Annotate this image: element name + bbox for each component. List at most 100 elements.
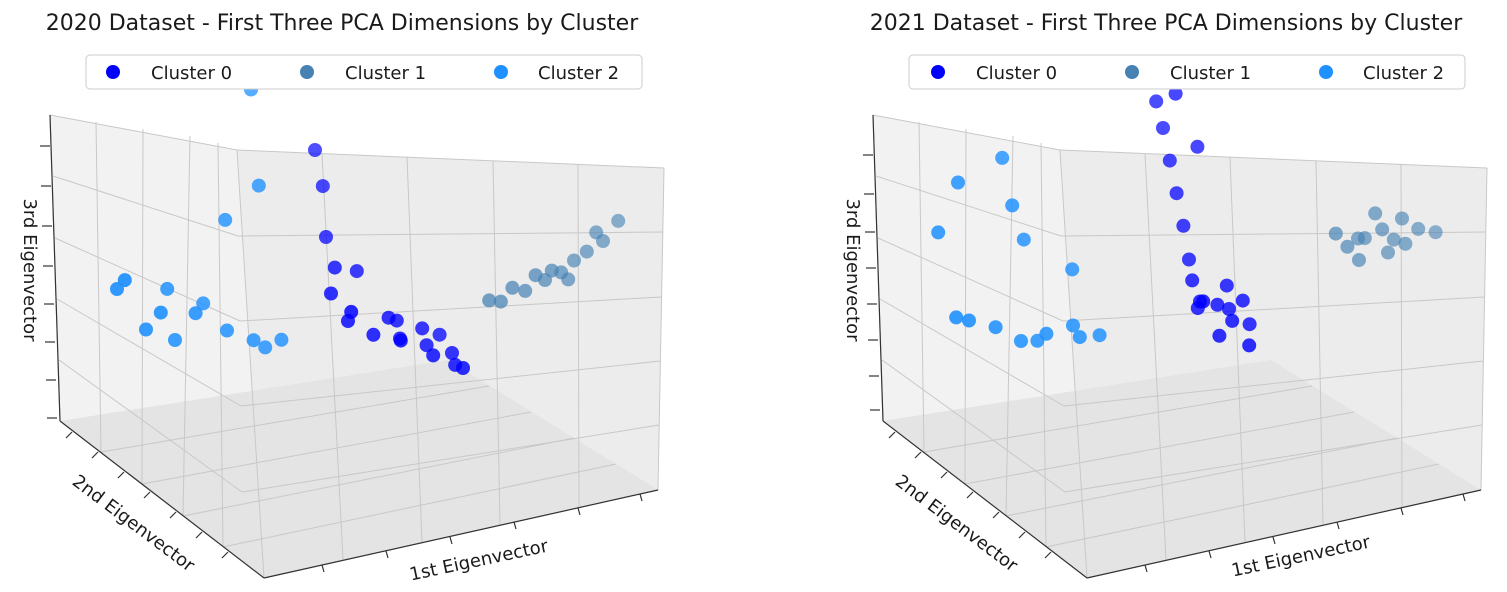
data-point-cluster-0 (1168, 86, 1183, 101)
chart-panel-2021: 2021 Dataset - First Three PCA Dimension… (842, 11, 1488, 582)
legend-marker-cluster-1 (300, 65, 314, 79)
legend: Cluster 0 Cluster 1 Cluster 2 (908, 54, 1466, 90)
data-point-cluster-0 (1219, 278, 1234, 293)
data-point-cluster-0 (315, 179, 330, 194)
data-point-cluster-0 (308, 143, 322, 157)
data-point-cluster-0 (1185, 273, 1200, 288)
data-point-cluster-0 (1242, 338, 1257, 353)
floor-pane (883, 360, 1481, 578)
data-point-cluster-0 (1210, 297, 1225, 312)
data-point-cluster-1 (1398, 236, 1413, 251)
data-point-cluster-2 (139, 322, 153, 337)
data-point-cluster-2 (274, 332, 289, 347)
data-point-cluster-2 (1072, 330, 1087, 345)
data-point-cluster-0 (1182, 252, 1196, 267)
legend-label-cluster-2: Cluster 2 (538, 63, 619, 84)
data-point-cluster-1 (579, 244, 594, 259)
data-point-cluster-0 (415, 321, 430, 336)
data-point-cluster-0 (1190, 139, 1205, 154)
data-point-cluster-0 (432, 327, 447, 342)
scatter-layer (931, 59, 1443, 353)
data-point-cluster-0 (344, 304, 359, 319)
data-point-cluster-2 (988, 320, 1003, 335)
data-point-cluster-2 (168, 333, 182, 347)
data-point-cluster-1 (1368, 206, 1383, 221)
data-point-cluster-0 (456, 361, 470, 375)
axis-ticks (863, 114, 1482, 579)
data-point-cluster-0 (1212, 328, 1227, 343)
data-point-cluster-2 (1039, 326, 1054, 341)
data-point-cluster-0 (1222, 302, 1236, 316)
data-point-cluster-1 (1411, 221, 1426, 236)
data-point-cluster-0 (1196, 294, 1211, 309)
z-axis-label: 3rd Eigenvector (19, 198, 40, 342)
legend-label-cluster-1: Cluster 1 (345, 63, 426, 84)
data-point-cluster-2 (1066, 318, 1080, 333)
data-point-cluster-1 (596, 234, 610, 248)
axes-box (863, 114, 1488, 579)
data-point-cluster-2 (220, 323, 234, 338)
data-point-cluster-2 (951, 175, 965, 190)
data-point-cluster-1 (493, 294, 508, 309)
legend-marker-cluster-0 (931, 65, 945, 79)
legend: Cluster 0 Cluster 1 Cluster 2 (85, 54, 643, 90)
data-point-cluster-2 (258, 340, 273, 355)
data-point-cluster-1 (1428, 225, 1443, 240)
z-axis-label: 3rd Eigenvector (842, 198, 863, 342)
data-point-cluster-1 (1352, 253, 1366, 267)
data-point-cluster-0 (419, 338, 434, 353)
data-point-cluster-2 (153, 305, 168, 320)
data-point-cluster-2 (246, 333, 261, 348)
data-point-cluster-2 (218, 212, 233, 227)
data-point-cluster-0 (349, 264, 364, 279)
data-point-cluster-0 (1156, 121, 1170, 135)
data-point-cluster-0 (426, 348, 441, 363)
data-point-cluster-0 (324, 286, 338, 301)
legend-marker-cluster-0 (106, 65, 120, 79)
data-point-cluster-1 (1381, 245, 1395, 260)
data-point-cluster-1 (1340, 239, 1355, 254)
data-point-cluster-0 (381, 310, 396, 325)
x-axis-label: 1st Eigenvector (408, 536, 551, 586)
data-point-cluster-2 (1065, 262, 1080, 277)
chart-title: 2021 Dataset - First Three PCA Dimension… (870, 11, 1463, 36)
data-point-cluster-2 (251, 178, 266, 193)
legend-label-cluster-1: Cluster 1 (1170, 63, 1251, 84)
data-point-cluster-1 (1395, 211, 1409, 226)
data-point-cluster-2 (995, 150, 1010, 165)
data-point-cluster-0 (1225, 313, 1240, 328)
data-point-cluster-0 (1162, 153, 1177, 168)
data-point-cluster-0 (1235, 293, 1250, 308)
data-point-cluster-2 (1005, 198, 1020, 213)
data-point-cluster-2 (160, 281, 175, 296)
data-point-cluster-0 (327, 260, 342, 275)
legend-marker-cluster-1 (1125, 65, 1139, 79)
legend-label-cluster-2: Cluster 2 (1363, 63, 1444, 84)
data-point-cluster-1 (1386, 232, 1401, 247)
data-point-cluster-1 (1328, 226, 1343, 241)
data-point-cluster-0 (319, 230, 333, 244)
data-point-cluster-1 (611, 213, 626, 228)
data-point-cluster-0 (393, 333, 408, 348)
data-point-cluster-1 (505, 280, 520, 295)
data-point-cluster-0 (445, 346, 459, 360)
data-point-cluster-2 (962, 313, 976, 328)
data-point-cluster-2 (931, 225, 946, 240)
chart-title: 2020 Dataset - First Three PCA Dimension… (46, 11, 639, 36)
data-point-cluster-0 (1176, 218, 1191, 233)
scatter-layer (110, 82, 626, 375)
data-point-cluster-1 (482, 293, 497, 308)
data-point-cluster-0 (1149, 94, 1164, 109)
legend-marker-cluster-2 (494, 65, 508, 79)
data-point-cluster-2 (1014, 334, 1028, 348)
legend-label-cluster-0: Cluster 0 (151, 63, 232, 84)
axis-ticks (40, 114, 659, 579)
data-point-cluster-1 (1357, 231, 1372, 246)
floor-pane (60, 360, 658, 578)
data-point-cluster-1 (1375, 222, 1390, 237)
data-point-cluster-2 (1092, 328, 1107, 343)
legend-label-cluster-0: Cluster 0 (976, 63, 1057, 84)
data-point-cluster-2 (1016, 232, 1031, 247)
data-point-cluster-0 (1169, 186, 1184, 201)
